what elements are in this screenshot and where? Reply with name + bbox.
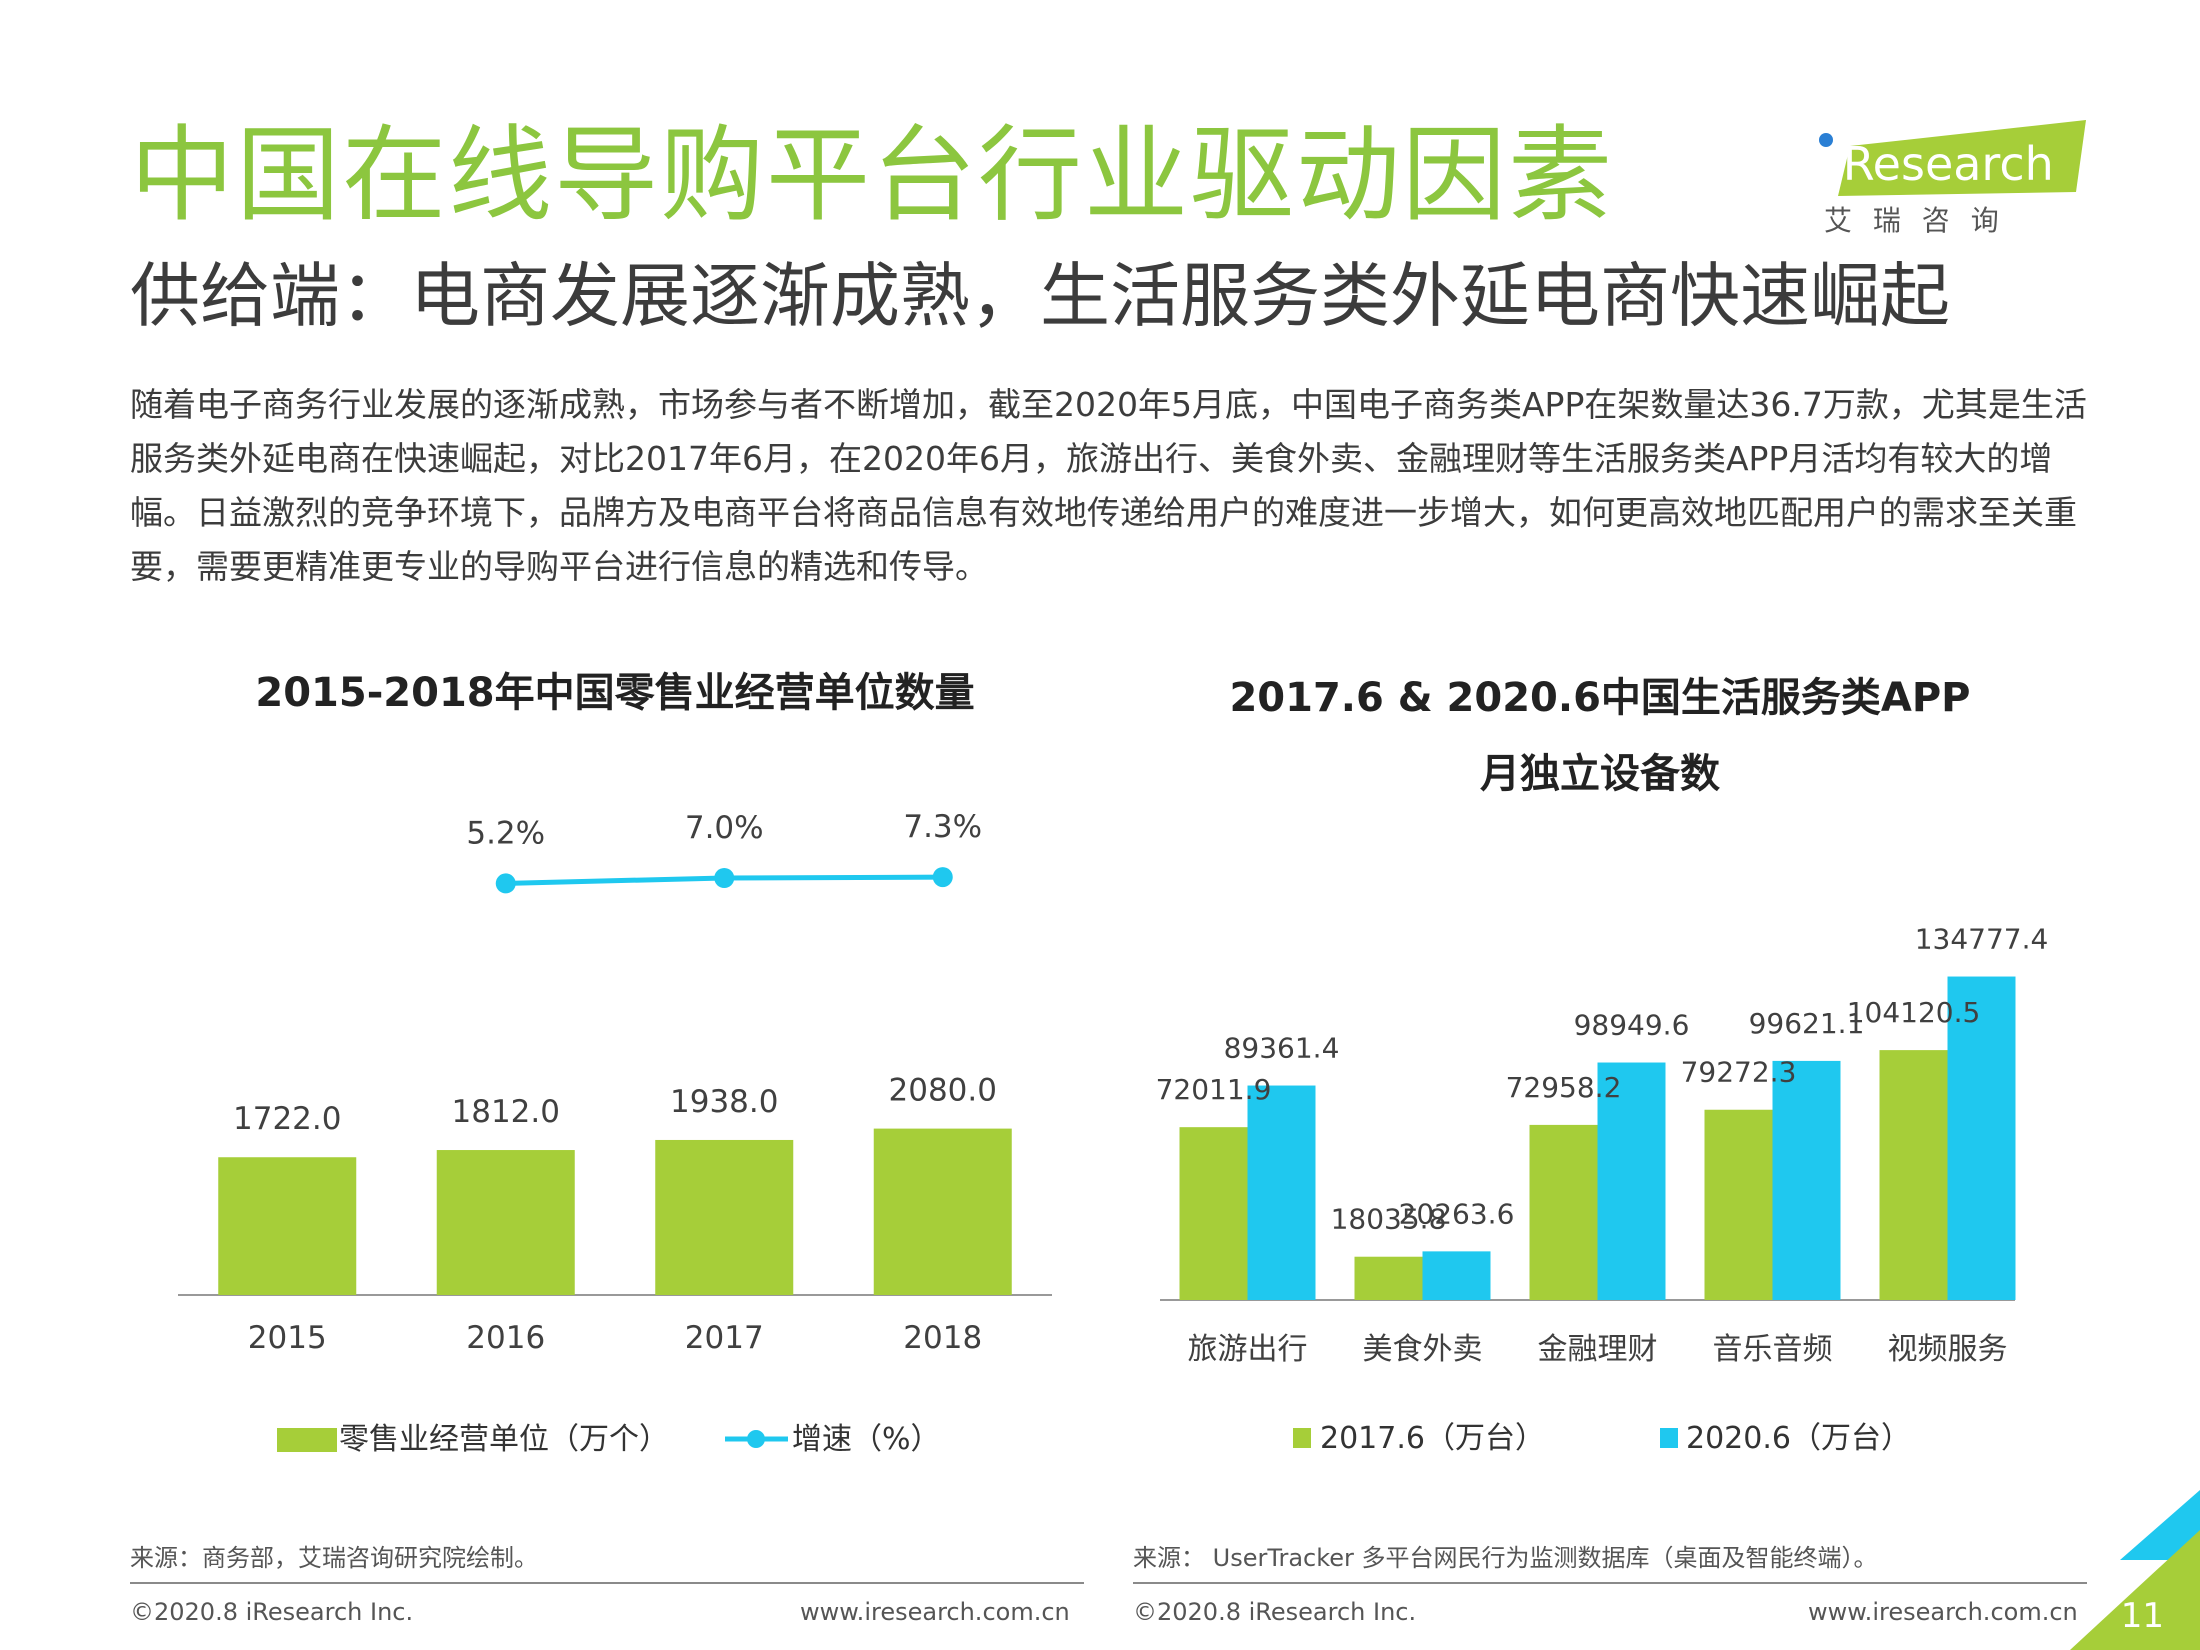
footer-rule-right [1133, 1582, 2087, 1584]
label-2017-4: 104120.5 [1847, 996, 1981, 1029]
bar-2017-0 [1179, 1127, 1248, 1300]
label-2020-1: 20263.6 [1399, 1197, 1515, 1230]
bar-2020-4 [1947, 976, 2016, 1300]
x-tick-2016: 2016 [466, 1320, 545, 1356]
right-chart-title-line1: 2017.6 & 2020.6中国生活服务类APP [1229, 675, 1971, 721]
bar-2020-3 [1772, 1060, 1841, 1300]
label-2020-0: 89361.4 [1224, 1032, 1340, 1065]
footer-rule-left [130, 1582, 1084, 1584]
right-legend: 2017.6（万台） 2020.6（万台） [1293, 1421, 1911, 1456]
legend-swatch-marker [747, 1430, 765, 1448]
intro-paragraph: 随着电子商务行业发展的逐渐成熟，市场参与者不断增加，截至2020年5月底，中国电… [130, 385, 2087, 586]
bar-label-2017: 1938.0 [670, 1084, 778, 1120]
label-2020-4: 134777.4 [1915, 923, 2049, 956]
bar-2017-1 [1354, 1256, 1423, 1300]
bar-2017-3 [1704, 1109, 1773, 1300]
bar-2018 [873, 1128, 1012, 1295]
label-2020-3: 99621.1 [1749, 1007, 1865, 1040]
bar-label-2015: 1722.0 [233, 1101, 341, 1137]
bar-2016 [436, 1150, 575, 1295]
logo-subtext: 艾 瑞 咨 询 [1824, 204, 2005, 236]
copyright-left: ©2020.8 iResearch Inc. [130, 1598, 414, 1626]
iresearch-logo: iResearch 艾 瑞 咨 询 [1818, 118, 2088, 237]
bar-2020-0 [1247, 1085, 1316, 1300]
label-2020-2: 98949.6 [1574, 1009, 1690, 1042]
x-tick-3: 音乐音频 [1713, 1332, 1833, 1367]
x-tick-0: 旅游出行 [1188, 1332, 1308, 1367]
legend-label-2017: 2017.6（万台） [1320, 1421, 1545, 1456]
growth-label-2016: 5.2% [466, 815, 545, 851]
bar-label-2016: 1812.0 [452, 1094, 560, 1130]
label-2017-3: 79272.3 [1681, 1056, 1797, 1089]
copyright-right: ©2020.8 iResearch Inc. [1133, 1598, 1417, 1626]
source-left: 来源：商务部，艾瑞咨询研究院绘制。 [130, 1544, 538, 1572]
bar-2017 [655, 1139, 794, 1295]
source-right: 来源： UserTracker 多平台网民行为监测数据库（桌面及智能终端）。 [1133, 1544, 1878, 1572]
page-number: 11 [2120, 1596, 2164, 1636]
growth-point-2017 [714, 868, 735, 888]
bar-2017-2 [1529, 1124, 1598, 1300]
growth-point-2016 [495, 873, 516, 894]
x-tick-4: 视频服务 [1888, 1332, 2008, 1367]
x-tick-2: 金融理财 [1538, 1332, 1658, 1367]
legend-swatch-2020 [1660, 1428, 1678, 1448]
bar-2020-1 [1422, 1251, 1491, 1300]
growth-point-2018 [932, 867, 953, 888]
logo-text: iResearch [1830, 137, 2054, 191]
page-subtitle: 供给端：电商发展逐渐成熟，生活服务类外延电商快速崛起 [130, 255, 1950, 337]
growth-label-2018: 7.3% [903, 809, 982, 845]
x-tick-2018: 2018 [903, 1320, 982, 1356]
legend-swatch-2017 [1293, 1428, 1311, 1448]
label-2017-1: 18035.8 [1331, 1203, 1447, 1236]
left-chart-title: 2015-2018年中国零售业经营单位数量 [255, 670, 975, 716]
url-right[interactable]: www.iresearch.com.cn [1808, 1598, 2078, 1626]
bar-2020-2 [1597, 1062, 1666, 1300]
bar-label-2018: 2080.0 [889, 1073, 997, 1109]
right-chart-title: 2017.6 & 2020.6中国生活服务类APP 月独立设备数 [1130, 660, 2070, 812]
retail-units-chart: 1722.0 1812.0 1938.0 2080.0 5.2% 7.0% 7.3% 20… [178, 809, 1052, 1457]
legend-label-bars: 零售业经营单位（万个） [339, 1422, 669, 1457]
x-tick-2015: 2015 [248, 1320, 327, 1356]
x-tick-2017: 2017 [685, 1320, 764, 1356]
bar-2017-4 [1879, 1050, 1948, 1300]
x-tick-1: 美食外卖 [1363, 1332, 1483, 1367]
page-title: 中国在线导购平台行业驱动因素 [130, 114, 1615, 236]
left-legend: 零售业经营单位（万个） 增速（%） [277, 1422, 941, 1457]
growth-label-2017: 7.0% [685, 810, 764, 846]
bar-2015 [218, 1157, 357, 1295]
label-2017-0: 72011.9 [1156, 1073, 1272, 1106]
legend-label-line: 增速（%） [792, 1422, 941, 1457]
legend-label-2020: 2020.6（万台） [1686, 1421, 1911, 1456]
corner-decoration [2070, 1490, 2200, 1650]
legend-swatch-bars [277, 1428, 337, 1452]
label-2017-2: 72958.2 [1506, 1071, 1622, 1104]
url-left[interactable]: www.iresearch.com.cn [800, 1598, 1070, 1626]
right-chart-title-line2: 月独立设备数 [1480, 751, 1720, 797]
